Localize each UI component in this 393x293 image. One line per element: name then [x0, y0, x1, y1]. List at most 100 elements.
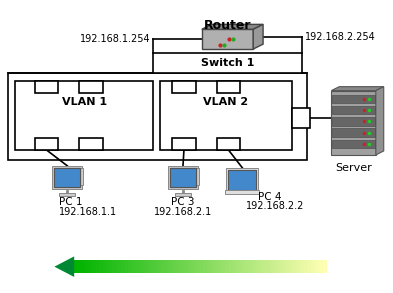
Bar	[244, 260, 248, 273]
Bar	[103, 260, 106, 273]
Bar	[93, 260, 97, 273]
Text: 192.168.2.2: 192.168.2.2	[246, 201, 305, 211]
Bar	[266, 260, 270, 273]
Bar	[99, 260, 103, 273]
Bar	[160, 81, 292, 150]
Bar	[131, 260, 134, 273]
Bar	[140, 260, 144, 273]
Bar	[156, 260, 160, 273]
Bar	[84, 260, 87, 273]
Bar	[15, 81, 153, 150]
Bar	[226, 190, 259, 195]
Bar	[79, 81, 103, 93]
Bar	[285, 260, 289, 273]
Polygon shape	[54, 256, 74, 277]
Text: Server: Server	[335, 163, 372, 173]
Text: 192.168.1.254: 192.168.1.254	[80, 34, 151, 44]
Polygon shape	[253, 24, 263, 49]
Polygon shape	[376, 87, 384, 155]
Bar	[320, 260, 324, 273]
Bar	[219, 260, 223, 273]
Bar	[226, 260, 229, 273]
Bar	[260, 260, 264, 273]
Bar	[217, 138, 241, 150]
Polygon shape	[331, 87, 384, 91]
Bar	[162, 260, 166, 273]
Bar	[170, 168, 196, 187]
Text: PC 4: PC 4	[258, 192, 282, 202]
Bar	[282, 260, 286, 273]
Bar	[147, 260, 151, 273]
Bar	[175, 193, 191, 196]
Bar	[159, 260, 163, 273]
Bar	[194, 260, 198, 273]
Bar	[112, 260, 116, 273]
Text: 192.168.2.254: 192.168.2.254	[305, 32, 375, 42]
Bar	[292, 260, 296, 273]
Text: 192.168.2.1: 192.168.2.1	[154, 207, 212, 217]
Bar	[137, 260, 141, 273]
Bar	[54, 168, 80, 187]
Text: 192.168.1.1: 192.168.1.1	[59, 207, 118, 217]
Bar	[175, 260, 179, 273]
Bar	[59, 193, 75, 196]
Bar	[79, 138, 103, 150]
Bar	[128, 260, 131, 273]
Bar	[189, 168, 199, 185]
Bar	[35, 81, 58, 93]
Bar	[168, 166, 198, 188]
Bar	[307, 260, 311, 273]
Bar	[125, 260, 128, 273]
Polygon shape	[331, 91, 376, 155]
Bar	[314, 260, 318, 273]
Bar	[232, 260, 235, 273]
Bar	[235, 260, 239, 273]
Bar	[301, 260, 305, 273]
Bar	[238, 260, 242, 273]
Polygon shape	[202, 24, 263, 29]
Text: Switch 1: Switch 1	[201, 58, 254, 68]
Bar	[188, 260, 191, 273]
Text: Router: Router	[204, 19, 251, 33]
Bar	[332, 128, 375, 137]
Bar	[304, 260, 308, 273]
Bar	[172, 260, 176, 273]
Bar	[288, 260, 292, 273]
Bar	[170, 168, 196, 187]
Bar	[332, 140, 375, 148]
Bar	[228, 170, 256, 190]
Bar	[276, 260, 279, 273]
Bar	[191, 260, 195, 273]
Bar	[332, 106, 375, 114]
Bar	[8, 73, 307, 160]
Bar	[229, 260, 232, 273]
Bar	[90, 260, 94, 273]
Bar	[222, 260, 226, 273]
Bar	[87, 260, 90, 273]
Bar	[73, 168, 83, 185]
Bar	[52, 166, 82, 188]
Bar	[226, 168, 258, 192]
Bar	[153, 53, 302, 73]
Bar	[251, 260, 254, 273]
Text: VLAN 2: VLAN 2	[204, 98, 248, 108]
Bar	[279, 260, 283, 273]
Bar	[210, 260, 213, 273]
Bar	[254, 260, 257, 273]
Bar	[165, 260, 169, 273]
Bar	[292, 108, 310, 128]
Bar	[54, 168, 80, 187]
Bar	[81, 260, 84, 273]
Bar	[248, 260, 251, 273]
Bar	[109, 260, 112, 273]
Text: PC 1: PC 1	[59, 197, 83, 207]
Bar	[228, 170, 256, 190]
Bar	[323, 260, 327, 273]
Bar	[217, 81, 241, 93]
Bar	[257, 260, 261, 273]
Bar	[121, 260, 125, 273]
Text: VLAN 1: VLAN 1	[61, 98, 107, 108]
Bar	[172, 138, 196, 150]
Bar	[153, 260, 157, 273]
Bar	[169, 260, 173, 273]
